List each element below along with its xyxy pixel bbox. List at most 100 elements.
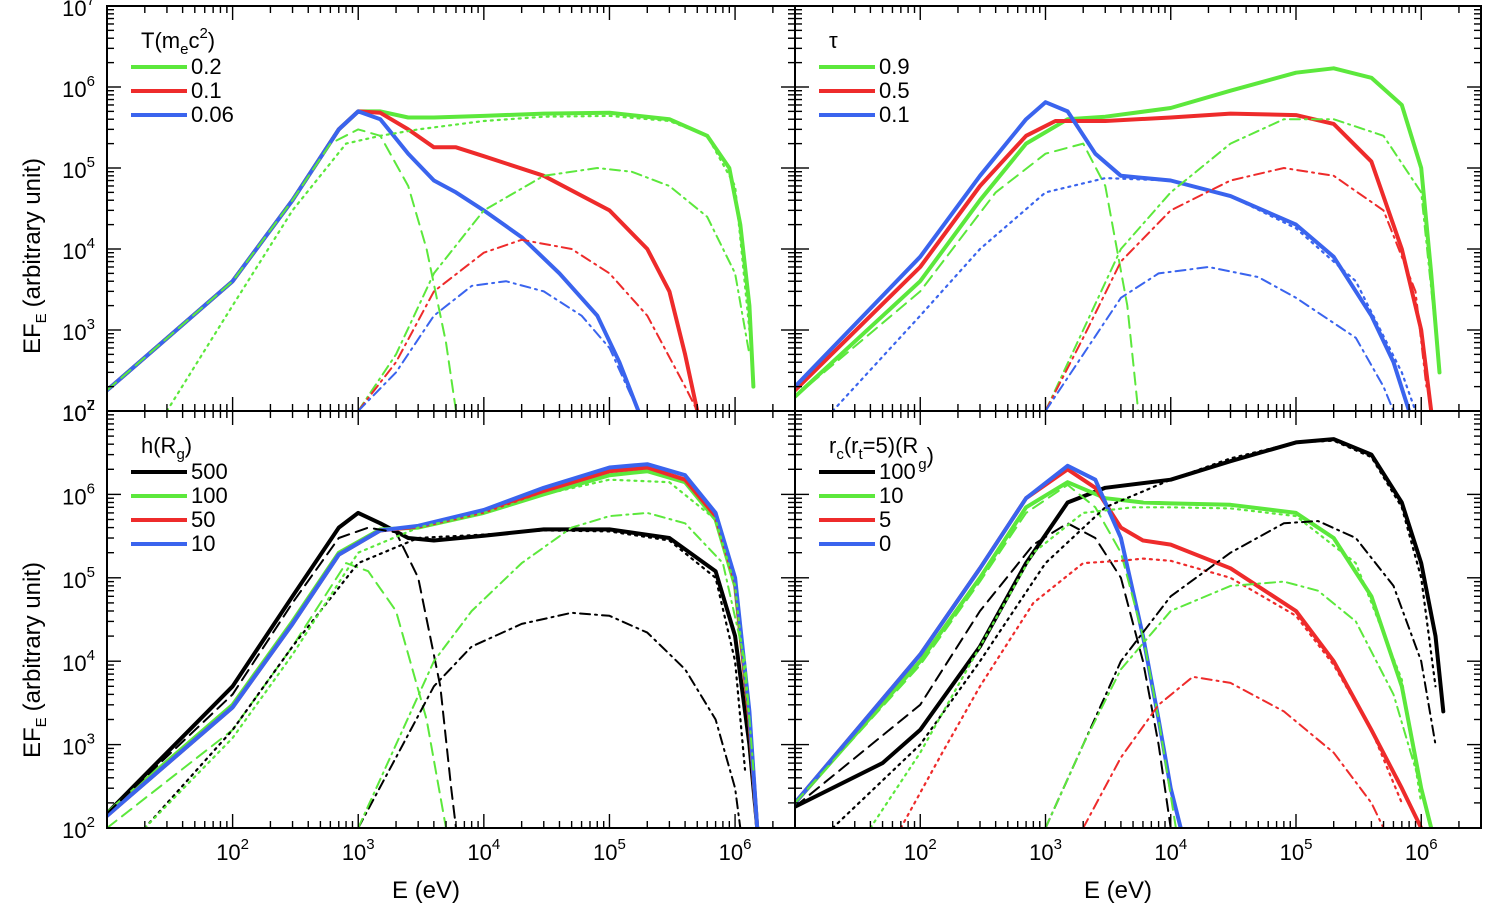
series-10-comptonized (869, 506, 1423, 828)
x-axis-title-right: E (eV) (1084, 877, 1152, 904)
legend-title: T(mec2) (141, 25, 215, 58)
series-0.5-reflected (1044, 167, 1428, 411)
x-tick-label: 104 (1154, 836, 1187, 865)
tick-labels: 102 103 104 105 106 107 (62, 0, 95, 426)
series-0.1-reflected (1044, 266, 1395, 411)
series-0.2-total (107, 109, 756, 393)
series-500-comptonized (143, 529, 747, 828)
series-0.9-disk (795, 142, 1140, 411)
legend-label: 0.2 (191, 54, 222, 79)
panel-frame (794, 410, 1482, 829)
y-tick-label: 107 (62, 0, 95, 21)
y-tick-label: 102 (62, 814, 95, 843)
series-0.2-comptonized (165, 114, 751, 411)
x-tick-label: 106 (1405, 836, 1438, 865)
series-100-disk (107, 562, 447, 828)
series-group (795, 66, 1442, 411)
series-0.2-reflected (357, 167, 751, 411)
series-10-total (795, 480, 1434, 828)
ticks (794, 5, 1482, 412)
x-axis-title-left: E (eV) (392, 877, 460, 904)
legend-title: τ (829, 28, 838, 53)
series-0.5-total (795, 111, 1434, 411)
x-tick-label: 105 (1280, 836, 1313, 865)
y-tick-label: 105 (62, 154, 95, 183)
legend-label: 0.5 (879, 78, 910, 103)
series-100-total (795, 437, 1446, 809)
panel-top-left: 102 103 104 105 106 107 T(mec2)0.20.10.06 (62, 0, 796, 426)
series-500-reflected (357, 611, 742, 828)
series-group (107, 109, 756, 411)
series-0.2-disk (107, 128, 457, 411)
series-500-total (107, 510, 760, 828)
series-100-reflected (357, 511, 755, 828)
legend-label: 10 (879, 483, 903, 508)
y-tick-label: 106 (62, 480, 95, 509)
legend-label: 0.1 (879, 102, 910, 127)
y-tick-label: 104 (62, 235, 95, 264)
legend-title: h(Rg) (141, 433, 192, 463)
y-axis-title-bottom: EFE(arbitrary unit) (19, 562, 50, 758)
legend-label: 5 (879, 507, 891, 532)
legend-label: 0.9 (879, 54, 910, 79)
ticks (106, 410, 796, 829)
series-0.06-reflected (357, 280, 633, 411)
series-0.1-total (107, 109, 700, 411)
legend-label: 0.06 (191, 102, 234, 127)
legend: T(mec2)0.20.10.06 (131, 25, 234, 127)
y-axis-titles: EFE(arbitrary unit) EFE(arbitrary unit) (19, 158, 50, 758)
legend-label: 0.1 (191, 78, 222, 103)
series-0.1-reflected (357, 238, 699, 411)
legend-label: 500 (191, 459, 228, 484)
y-tick-label: 104 (62, 647, 95, 676)
series-0.1-comptonized (831, 177, 1417, 411)
x-tick-label: 104 (467, 836, 500, 865)
y-tick-label: 103 (62, 731, 95, 760)
series-100-disk (795, 522, 1172, 828)
series-10-total (107, 462, 760, 828)
y-tick-label: 107 (62, 397, 95, 426)
series-100-reflected (1044, 520, 1437, 828)
tick-labels: 102 103 104 105 106 (904, 836, 1438, 865)
x-tick-label: 106 (719, 836, 752, 865)
series-0.1-total (795, 100, 1412, 411)
legend: τ 0.90.50.1 (819, 28, 910, 127)
x-tick-label: 102 (216, 836, 249, 865)
series-100-comptonized (831, 439, 1437, 828)
series-0.06-total (107, 109, 641, 411)
x-tick-label: 103 (1029, 836, 1062, 865)
series-10-disk (795, 483, 1177, 828)
legend-label: 100 (191, 483, 228, 508)
series-5-comptonized (899, 557, 1403, 828)
y-tick-label: 102 (62, 397, 95, 426)
legend-label: 10 (191, 531, 215, 556)
panel-top-right: τ 0.90.50.1 (794, 5, 1482, 412)
series-10-reflected (1044, 580, 1423, 828)
legend-label: 50 (191, 507, 215, 532)
y-tick-label: 105 (62, 564, 95, 593)
legend-label: 100 (879, 459, 916, 484)
x-tick-label: 103 (342, 836, 375, 865)
x-axis-titles: E (eV) E (eV) (392, 877, 1152, 904)
series-group (795, 437, 1446, 828)
ticks (794, 410, 1482, 829)
y-tick-label: 103 (62, 316, 95, 345)
series-group (107, 462, 760, 828)
series-5-reflected (1082, 675, 1385, 828)
y-axis-title-top: EFE(arbitrary unit) (19, 158, 50, 354)
x-tick-label: 105 (593, 836, 626, 865)
legend-title: rc(rt=5)(Rg) (829, 433, 934, 473)
panels: 102103104105106107T(mec2)0.20.10.06τ0.90… (62, 0, 1482, 865)
series-0.9-reflected (1044, 118, 1437, 411)
y-tick-label: 106 (62, 73, 95, 102)
ticks (106, 5, 796, 412)
series-100-comptonized (143, 478, 751, 828)
x-tick-label: 102 (904, 836, 937, 865)
series-500-disk (107, 526, 457, 828)
